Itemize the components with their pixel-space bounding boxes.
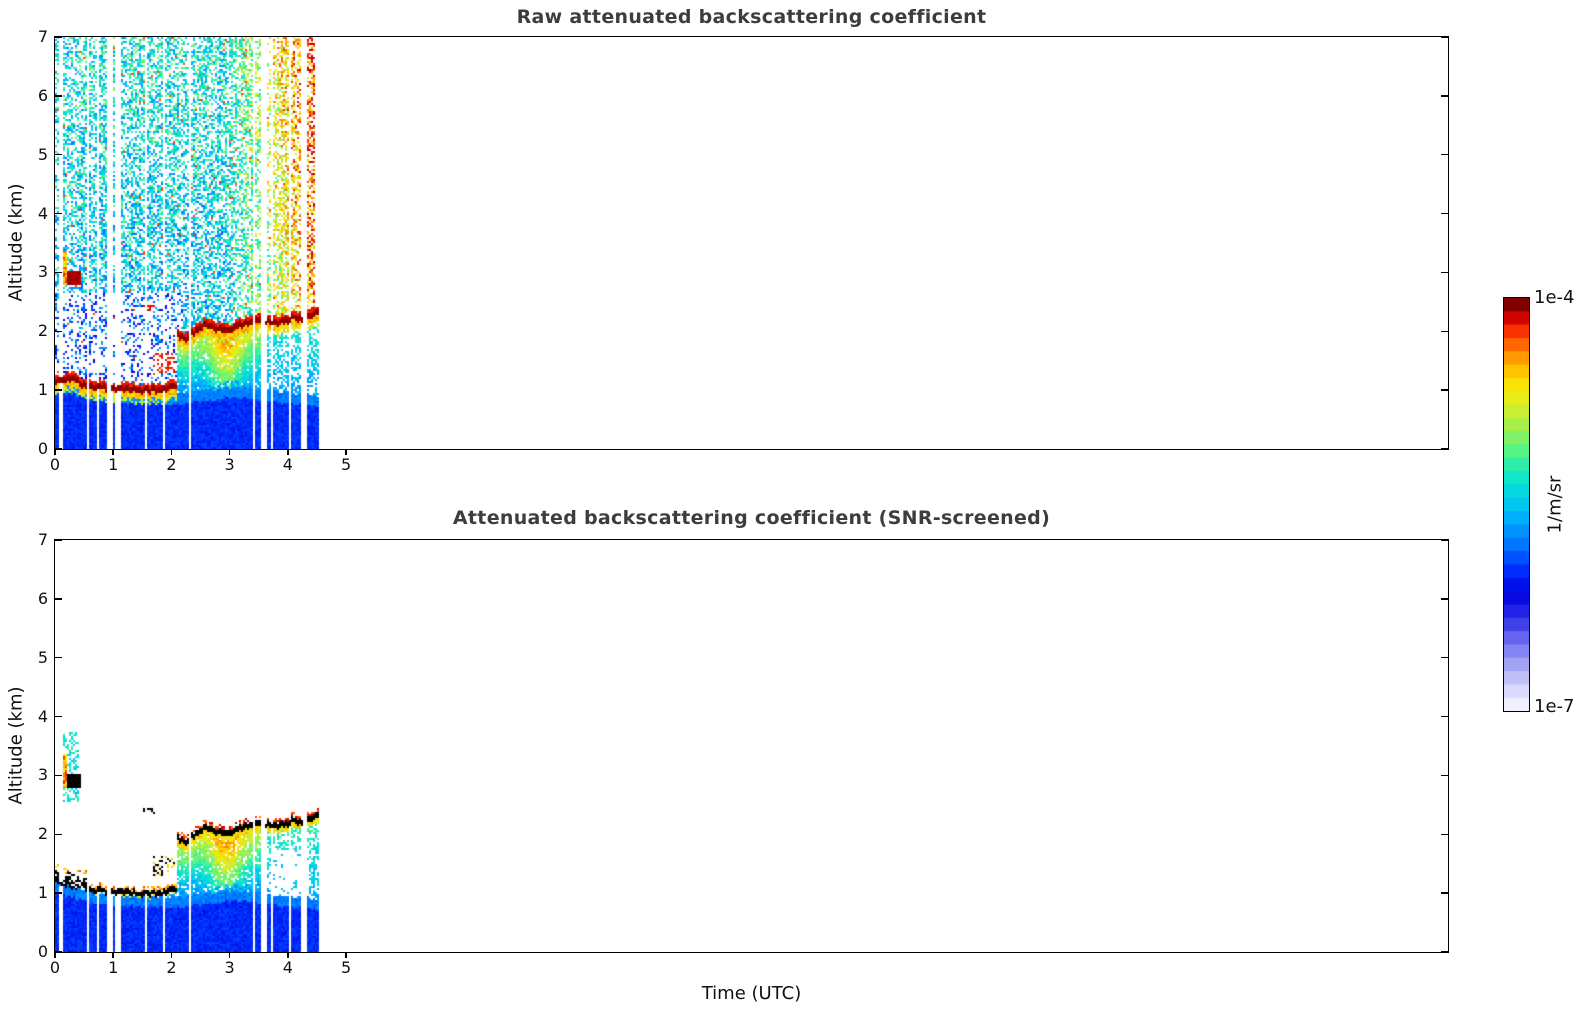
y-tick-mark: [55, 389, 62, 391]
x-tick-label-1: 1: [108, 455, 119, 474]
raw-panel-title: Raw attenuated backscattering coefficien…: [516, 6, 987, 28]
raw-heatmap-canvas: [55, 37, 1448, 449]
y-tick-mark-right: [1441, 774, 1448, 777]
y-tick-label-1: 1: [37, 883, 48, 903]
x-tick-mark: [228, 952, 231, 958]
raw-panel-axes: [54, 36, 1449, 450]
y-tick-mark-right: [1441, 271, 1448, 274]
y-tick-mark: [55, 539, 62, 541]
y-tick-mark: [55, 448, 62, 450]
y-tick-mark: [55, 833, 62, 836]
x-tick-mark: [112, 449, 114, 455]
y-tick-label-0: 0: [37, 942, 48, 961]
y-tick-mark-right: [1441, 539, 1448, 541]
x-tick-label-2: 2: [166, 455, 177, 474]
y-tick-label-7: 7: [37, 530, 48, 549]
y-tick-mark: [55, 656, 62, 659]
y-tick-mark: [55, 330, 62, 333]
x-tick-mark: [54, 449, 56, 455]
x-tick-label-4: 4: [282, 455, 293, 474]
y-tick-label-4: 4: [37, 203, 48, 223]
x-tick-label-5: 5: [340, 455, 352, 474]
y-tick-label-5: 5: [37, 647, 48, 667]
colorbar: [1503, 297, 1530, 712]
y-tick-mark-right: [1441, 389, 1448, 391]
raw-y-axis-label: Altitude (km): [5, 183, 27, 302]
y-tick-mark-right: [1441, 330, 1448, 333]
y-tick-mark-right: [1441, 656, 1448, 659]
y-tick-mark-right: [1441, 892, 1448, 894]
screened-panel-title: Attenuated backscattering coefficient (S…: [452, 507, 1051, 529]
x-tick-label-3: 3: [224, 958, 235, 977]
y-tick-mark-right: [1441, 153, 1448, 156]
y-tick-mark: [55, 598, 62, 600]
y-tick-mark: [55, 715, 62, 718]
y-tick-mark-right: [1441, 95, 1448, 97]
x-tick-mark: [170, 952, 173, 958]
x-axis-label: Time (UTC): [701, 983, 802, 1004]
x-tick-label-2: 2: [166, 958, 177, 977]
y-tick-label-2: 2: [37, 824, 48, 844]
x-tick-mark: [170, 449, 173, 455]
x-tick-mark: [287, 449, 289, 455]
y-tick-label-3: 3: [37, 765, 48, 785]
y-tick-mark: [55, 774, 62, 777]
x-tick-mark: [112, 952, 114, 958]
y-tick-label-3: 3: [37, 262, 48, 282]
screened-y-axis-label: Altitude (km): [5, 686, 27, 805]
y-tick-mark: [55, 951, 62, 953]
y-tick-mark: [55, 892, 62, 894]
screened-panel-axes: [54, 539, 1449, 953]
y-tick-mark: [55, 153, 62, 156]
x-tick-mark: [287, 952, 289, 958]
y-tick-mark-right: [1441, 833, 1448, 836]
y-tick-mark: [55, 212, 62, 215]
y-tick-mark: [55, 95, 62, 97]
x-tick-mark: [54, 952, 56, 958]
colorbar-unit-label: 1/m/sr: [1544, 475, 1566, 534]
y-tick-label-6: 6: [37, 588, 48, 608]
y-tick-mark-right: [1441, 598, 1448, 600]
x-tick-mark: [345, 449, 347, 455]
y-tick-mark-right: [1441, 448, 1448, 450]
y-tick-label-6: 6: [37, 85, 48, 105]
y-tick-mark-right: [1441, 715, 1448, 718]
y-tick-label-7: 7: [37, 27, 48, 46]
y-tick-mark: [55, 271, 62, 274]
x-tick-label-4: 4: [282, 958, 293, 977]
x-tick-label-1: 1: [108, 958, 119, 977]
y-tick-mark-right: [1441, 951, 1448, 953]
y-tick-label-5: 5: [37, 144, 48, 164]
colorbar-max-label: 1e-4: [1534, 287, 1575, 308]
screened-heatmap-canvas: [55, 540, 1448, 952]
x-tick-mark: [345, 952, 347, 958]
y-tick-label-1: 1: [37, 380, 48, 400]
y-tick-mark: [55, 36, 62, 38]
y-tick-mark-right: [1441, 36, 1448, 38]
colorbar-min-label: 1e-7: [1534, 696, 1575, 717]
y-tick-label-0: 0: [37, 439, 48, 458]
x-tick-label-0: 0: [49, 455, 61, 474]
x-tick-mark: [228, 449, 231, 455]
y-tick-label-2: 2: [37, 321, 48, 341]
x-tick-label-3: 3: [224, 455, 235, 474]
colorbar-gradient: [1504, 298, 1529, 711]
x-tick-label-0: 0: [49, 958, 61, 977]
x-tick-label-5: 5: [340, 958, 352, 977]
y-tick-label-4: 4: [37, 706, 48, 726]
y-tick-mark-right: [1441, 212, 1448, 215]
